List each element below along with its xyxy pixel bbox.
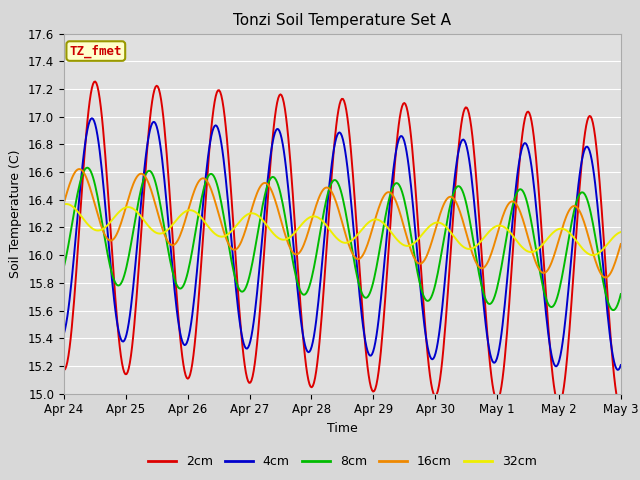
Text: TZ_fmet: TZ_fmet: [70, 44, 122, 58]
X-axis label: Time: Time: [327, 422, 358, 435]
Title: Tonzi Soil Temperature Set A: Tonzi Soil Temperature Set A: [234, 13, 451, 28]
Legend: 2cm, 4cm, 8cm, 16cm, 32cm: 2cm, 4cm, 8cm, 16cm, 32cm: [143, 450, 541, 473]
Y-axis label: Soil Temperature (C): Soil Temperature (C): [10, 149, 22, 278]
